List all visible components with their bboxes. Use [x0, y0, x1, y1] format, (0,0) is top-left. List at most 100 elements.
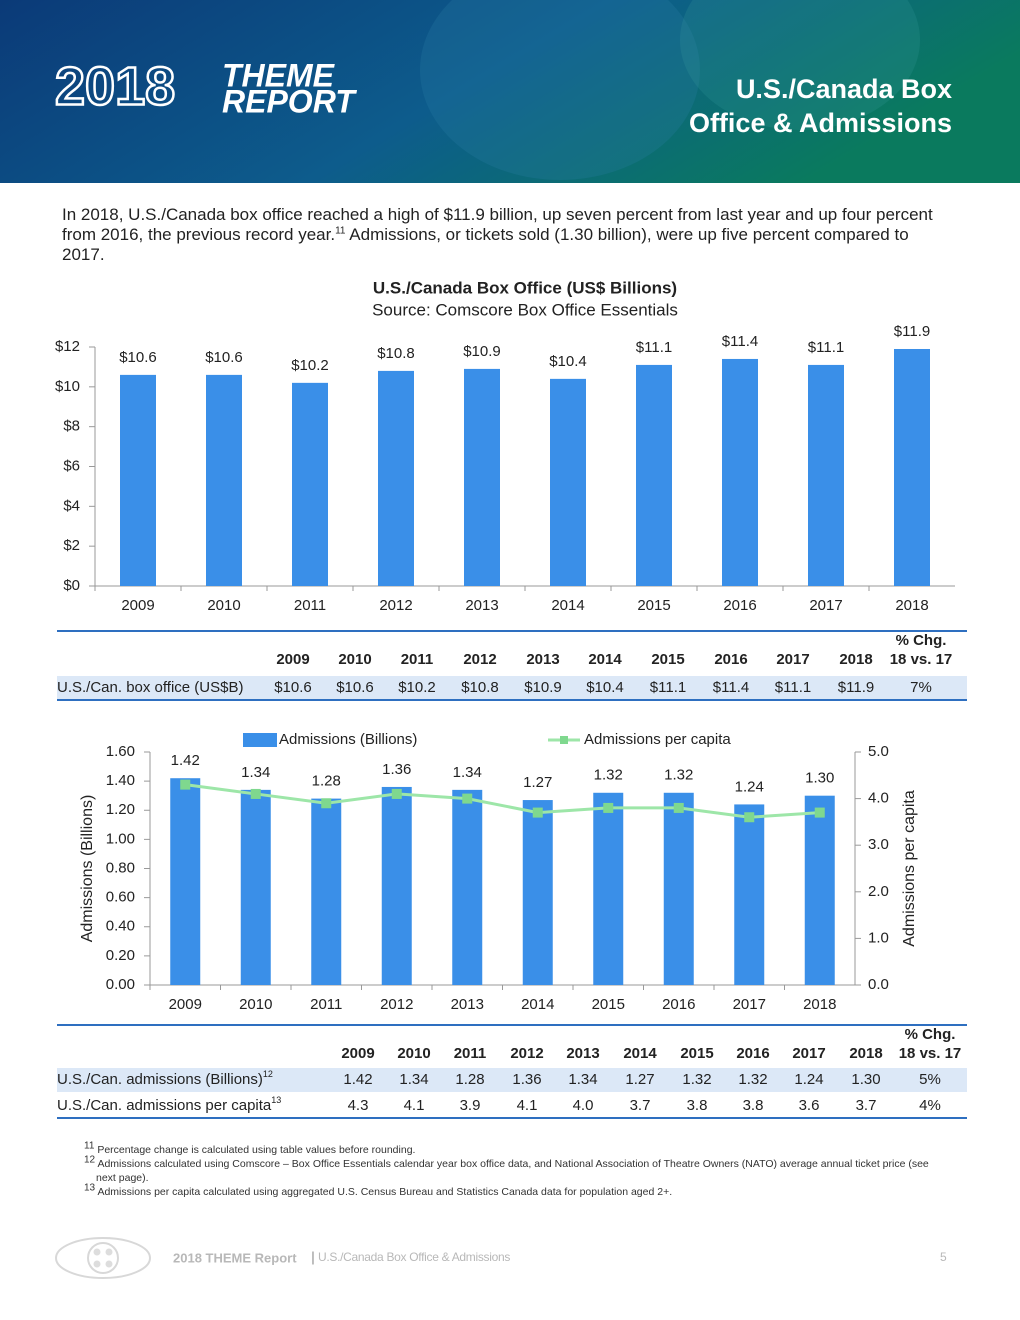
table-cell: $11.4 [713, 679, 749, 696]
y-tick-label: 1.60 [106, 743, 135, 760]
bar [240, 789, 271, 985]
bar [170, 778, 201, 985]
data-label: 1.36 [382, 761, 411, 778]
table-row-background [57, 676, 967, 700]
table-cell: 1.28 [455, 1071, 484, 1088]
table-header: 2016 [714, 651, 747, 668]
data-label: 1.34 [453, 764, 482, 781]
table-header: 2010 [338, 651, 371, 668]
y-tick-label: 1.20 [106, 801, 135, 818]
table-cell: $10.6 [336, 679, 374, 696]
legend-label: Admissions (Billions) [279, 731, 417, 748]
table-cell: 1.24 [794, 1071, 823, 1088]
y-tick-label: $4 [63, 497, 80, 514]
table-cell: 5% [919, 1071, 941, 1088]
legend-label: Admissions per capita [584, 731, 731, 748]
table-header: 2009 [341, 1045, 374, 1062]
y-tick-label: 1.00 [106, 830, 135, 847]
bar [636, 364, 672, 586]
table-header: 18 vs. 17 [890, 651, 953, 668]
bar [522, 800, 553, 985]
table-header: % Chg. [905, 1026, 956, 1043]
table-header: 2014 [588, 651, 622, 668]
x-tick-label: 2013 [465, 597, 498, 614]
data-label: 1.42 [171, 752, 200, 769]
table-cell: $10.4 [586, 679, 624, 696]
table-cell: 1.32 [738, 1071, 767, 1088]
header-year: 2018 [55, 56, 175, 116]
x-tick-label: 2018 [803, 996, 836, 1013]
bar [894, 348, 930, 586]
line-marker [673, 802, 684, 813]
table-cell: $10.8 [461, 679, 499, 696]
table-cell: 3.7 [856, 1097, 877, 1114]
line-marker [532, 807, 543, 818]
bar [381, 786, 412, 985]
bar [464, 368, 500, 586]
line-marker [391, 788, 402, 799]
header-photo-shade [680, 0, 920, 130]
bar [804, 795, 835, 985]
table-header: 2018 [839, 651, 872, 668]
table-header: 2012 [463, 651, 496, 668]
header-brand: REPORT [222, 83, 357, 119]
table-cell: 3.8 [687, 1097, 708, 1114]
x-tick-label: 2009 [169, 996, 202, 1013]
bar [663, 792, 694, 985]
table-cell: $10.2 [398, 679, 436, 696]
bar [378, 370, 414, 586]
table-cell: 4.0 [573, 1097, 594, 1114]
y2-tick-label: 0.0 [868, 976, 889, 993]
table-header: 2009 [276, 651, 309, 668]
row-label: U.S./Can. admissions per capita13 [57, 1095, 281, 1114]
table-cell: 4% [919, 1097, 941, 1114]
footnote-text: Percentage change is calculated using ta… [97, 1144, 416, 1156]
y-tick-label: $2 [63, 537, 80, 554]
table-header: 2017 [792, 1045, 825, 1062]
table-cell: $11.1 [775, 679, 811, 696]
x-tick-label: 2015 [637, 597, 670, 614]
y-tick-label: $6 [63, 457, 80, 474]
bar [593, 792, 624, 985]
table-cell: 1.27 [625, 1071, 654, 1088]
data-label: 1.28 [312, 773, 341, 790]
footer-section: U.S./Canada Box Office & Admissions [318, 1250, 510, 1264]
y-tick-label: 0.40 [106, 918, 135, 935]
x-tick-label: 2011 [310, 996, 342, 1013]
table-cell: 3.7 [630, 1097, 651, 1114]
table-cell: $10.6 [274, 679, 312, 696]
table-header: 2014 [623, 1045, 657, 1062]
y-tick-label: 0.60 [106, 889, 135, 906]
footnote-ref: 12 [263, 1069, 273, 1079]
footnote-ref: 11 [335, 225, 346, 237]
row-label: U.S./Can. admissions (Billions)12 [57, 1069, 273, 1088]
header-brand: THEME [222, 57, 336, 93]
data-label: $10.8 [377, 345, 415, 362]
table-cell: 3.8 [743, 1097, 764, 1114]
y2-tick-label: 4.0 [868, 790, 889, 807]
footnote-ref: 13 [271, 1095, 281, 1105]
x-tick-label: 2010 [207, 597, 240, 614]
y-tick-label: $12 [55, 338, 80, 355]
footer-logo [55, 1237, 151, 1279]
y2-tick-label: 1.0 [868, 929, 889, 946]
x-tick-label: 2017 [809, 597, 842, 614]
y-tick-label: 0.80 [106, 859, 135, 876]
line-marker [250, 788, 261, 799]
table-header: 2013 [526, 651, 559, 668]
legend-swatch [243, 733, 277, 747]
table-cell: 1.32 [682, 1071, 711, 1088]
bar [734, 804, 765, 985]
x-tick-label: 2012 [379, 597, 412, 614]
data-label: $10.6 [119, 349, 157, 366]
data-label: 1.30 [805, 770, 834, 787]
line-marker [180, 779, 191, 790]
intro-text: Admissions, or tickets sold (1.30 billio… [62, 225, 909, 264]
table-header: 2013 [566, 1045, 599, 1062]
table-cell: 3.6 [799, 1097, 820, 1114]
table-header: 2012 [510, 1045, 543, 1062]
table-cell: 1.30 [851, 1071, 880, 1088]
data-label: $11.1 [636, 339, 672, 356]
table-header: 2015 [680, 1045, 713, 1062]
